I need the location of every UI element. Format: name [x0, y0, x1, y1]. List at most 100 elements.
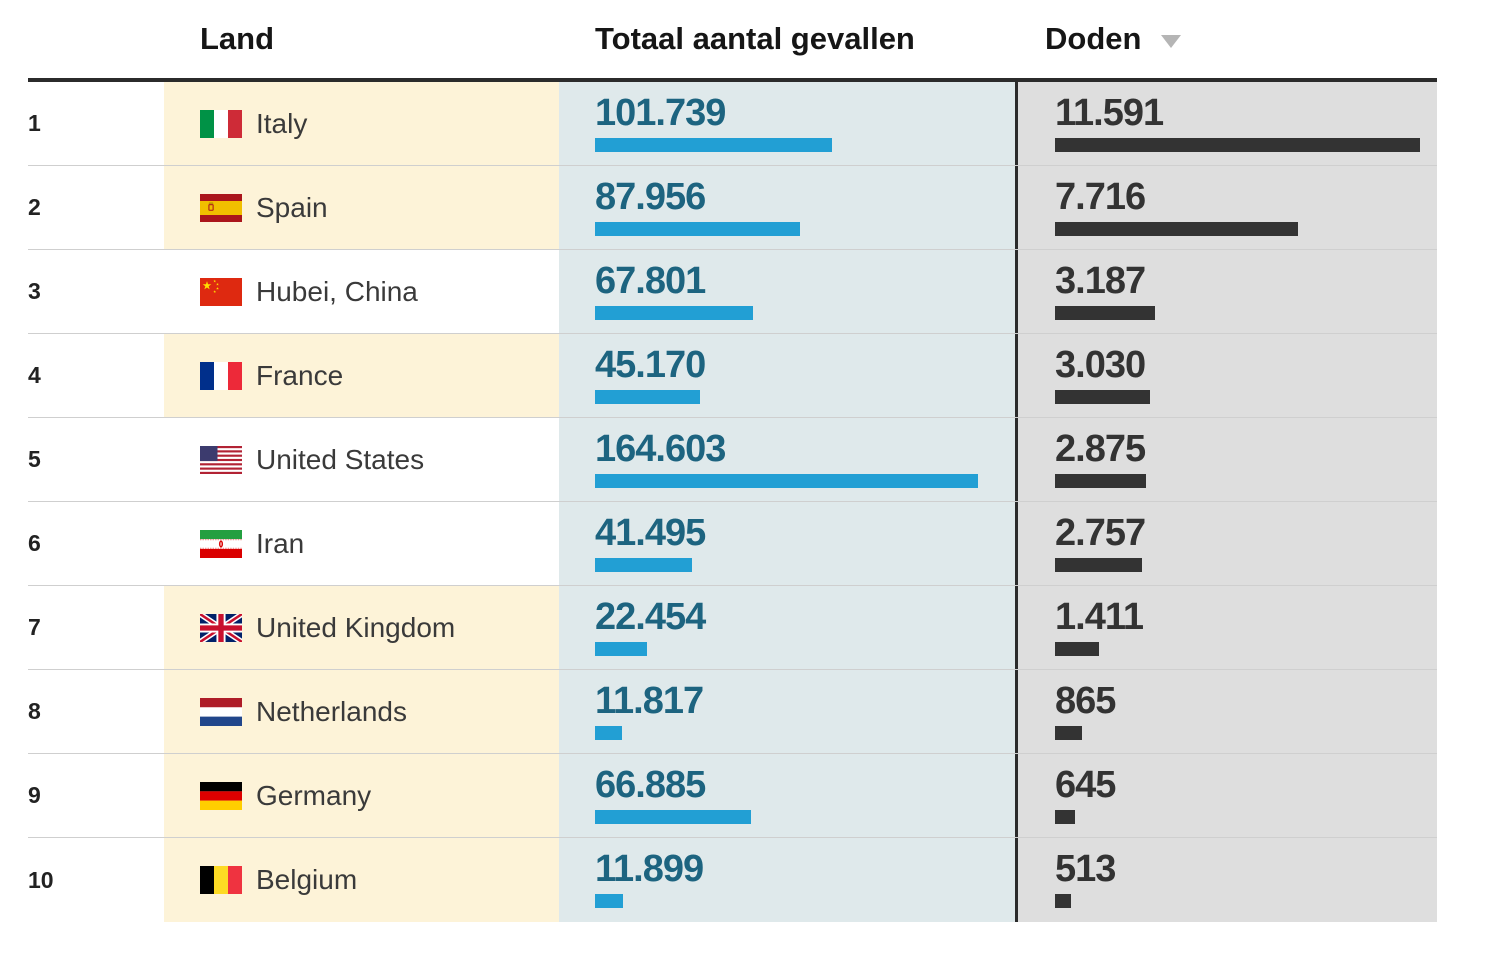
deaths-bar: [1055, 138, 1420, 152]
cases-value: 41.495: [595, 512, 706, 554]
table-row: 9 Germany 66.885 645: [28, 754, 1437, 838]
deaths-cell: 11.591: [1015, 82, 1437, 165]
deaths-cell: 865: [1015, 670, 1437, 753]
table-row: 8 Netherlands 11.817 865: [28, 670, 1437, 754]
country-name: United States: [256, 443, 425, 475]
flag-spain-icon: [200, 194, 242, 222]
table-row: 7 United Kingdom 22.454 1.411: [28, 586, 1437, 670]
deaths-value: 3.030: [1055, 344, 1146, 386]
deaths-bar: [1055, 222, 1298, 236]
deaths-value: 513: [1055, 848, 1116, 890]
cases-value: 87.956: [595, 176, 706, 218]
deaths-bar: [1055, 306, 1155, 320]
deaths-bar: [1055, 810, 1075, 824]
deaths-cell: 3.187: [1015, 250, 1437, 333]
rank-cell: 10: [28, 838, 164, 922]
deaths-bar: [1055, 726, 1082, 740]
flag-united-kingdom-icon: [200, 614, 242, 642]
flag-netherlands-icon: [200, 698, 242, 726]
table-header-row: Land Totaal aantal gevallen Doden: [28, 0, 1437, 78]
rank-cell: 2: [28, 166, 164, 249]
column-header-deaths-label: Doden: [1045, 21, 1142, 56]
deaths-value: 7.716: [1055, 176, 1146, 218]
deaths-cell: 3.030: [1015, 334, 1437, 417]
cases-bar: [595, 894, 623, 908]
deaths-value: 1.411: [1055, 596, 1144, 638]
rank-value: 7: [28, 614, 41, 640]
deaths-bar: [1055, 474, 1146, 488]
country-cell: Hubei, China: [164, 250, 559, 333]
deaths-bar: [1055, 390, 1150, 404]
deaths-bar: [1055, 642, 1099, 656]
country-name: Germany: [256, 779, 372, 811]
cases-cell: 164.603: [559, 418, 1015, 501]
rank-cell: 6: [28, 502, 164, 585]
column-header-cases[interactable]: Totaal aantal gevallen: [595, 21, 915, 56]
cases-value: 101.739: [595, 92, 726, 134]
cases-bar: [595, 390, 700, 404]
table-row: 6 Iran 41.495 2.757: [28, 502, 1437, 586]
rank-value: 8: [28, 698, 41, 724]
country-name: Italy: [256, 107, 308, 139]
deaths-cell: 1.411: [1015, 586, 1437, 669]
table-body: 1 Italy 101.739 11.591 2: [0, 82, 1488, 922]
cases-bar: [595, 138, 832, 152]
cases-cell: 11.817: [559, 670, 1015, 753]
flag-france-icon: [200, 362, 242, 390]
cases-bar: [595, 810, 751, 824]
country-name: Spain: [256, 191, 328, 223]
table-row: 10 Belgium 11.899 513: [28, 838, 1437, 922]
deaths-cell: 645: [1015, 754, 1437, 837]
flag-iran-icon: [200, 530, 242, 558]
cases-bar: [595, 726, 622, 740]
rank-cell: 3: [28, 250, 164, 333]
cases-bar: [595, 558, 692, 572]
deaths-bar: [1055, 894, 1071, 908]
flag-china-icon: [200, 278, 242, 306]
cases-value: 11.899: [595, 848, 704, 890]
rank-cell: 4: [28, 334, 164, 417]
rank-cell: 1: [28, 82, 164, 165]
country-cell: United Kingdom: [164, 586, 559, 669]
cases-bar: [595, 306, 753, 320]
cases-cell: 11.899: [559, 838, 1015, 922]
cases-bar: [595, 222, 800, 236]
country-cell: Iran: [164, 502, 559, 585]
header-rule: [28, 78, 1437, 82]
cases-cell: 66.885: [559, 754, 1015, 837]
rank-cell: 9: [28, 754, 164, 837]
rank-cell: 7: [28, 586, 164, 669]
table-row: 1 Italy 101.739 11.591: [28, 82, 1437, 166]
cases-value: 11.817: [595, 680, 704, 722]
rank-cell: 8: [28, 670, 164, 753]
table-row: 2 Spain 87.956 7.716: [28, 166, 1437, 250]
deaths-value: 865: [1055, 680, 1116, 722]
country-cell: Germany: [164, 754, 559, 837]
column-header-land[interactable]: Land: [200, 21, 275, 56]
deaths-cell: 2.757: [1015, 502, 1437, 585]
country-cell: Italy: [164, 82, 559, 165]
rank-value: 9: [28, 782, 41, 808]
country-cell: United States: [164, 418, 559, 501]
country-name: Hubei, China: [256, 275, 418, 307]
deaths-value: 645: [1055, 764, 1116, 806]
flag-germany-icon: [200, 782, 242, 810]
country-name: United Kingdom: [256, 611, 456, 643]
rank-value: 4: [28, 362, 41, 388]
cases-cell: 67.801: [559, 250, 1015, 333]
country-name: Iran: [256, 527, 305, 559]
country-cell: Belgium: [164, 838, 559, 922]
table-row: 5 United States 164.603 2.875: [28, 418, 1437, 502]
country-name: Netherlands: [256, 695, 407, 727]
table-row: 3 Hubei, China 67.801 3.187: [28, 250, 1437, 334]
country-cell: France: [164, 334, 559, 417]
country-name: France: [256, 359, 344, 391]
cases-value: 22.454: [595, 596, 706, 638]
column-header-deaths[interactable]: Doden: [1015, 21, 1437, 57]
cases-cell: 87.956: [559, 166, 1015, 249]
sort-desc-triangle-icon: [1161, 34, 1182, 48]
country-cell: Spain: [164, 166, 559, 249]
country-cell: Netherlands: [164, 670, 559, 753]
cases-cell: 45.170: [559, 334, 1015, 417]
